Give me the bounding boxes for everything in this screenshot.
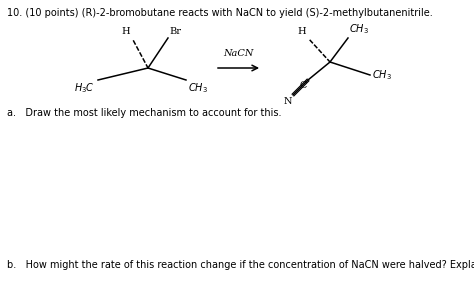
Text: 10. (10 points) (R)-2-bromobutane reacts with NaCN to yield (S)-2-methylbutaneni: 10. (10 points) (R)-2-bromobutane reacts… xyxy=(7,8,433,18)
Text: NaCN: NaCN xyxy=(223,49,254,58)
Text: Br: Br xyxy=(169,27,181,36)
Text: $H_3C$: $H_3C$ xyxy=(74,81,95,95)
Text: H: H xyxy=(297,27,306,36)
Text: a.   Draw the most likely mechanism to account for this.: a. Draw the most likely mechanism to acc… xyxy=(7,108,282,118)
Text: $CH_3$: $CH_3$ xyxy=(188,81,208,95)
Text: N: N xyxy=(283,97,292,106)
Text: H: H xyxy=(121,27,130,36)
Text: $CH_3$: $CH_3$ xyxy=(349,22,369,36)
Text: b.   How might the rate of this reaction change if the concentration of NaCN wer: b. How might the rate of this reaction c… xyxy=(7,260,474,270)
Text: C: C xyxy=(300,81,307,90)
Text: $CH_3$: $CH_3$ xyxy=(372,68,392,82)
